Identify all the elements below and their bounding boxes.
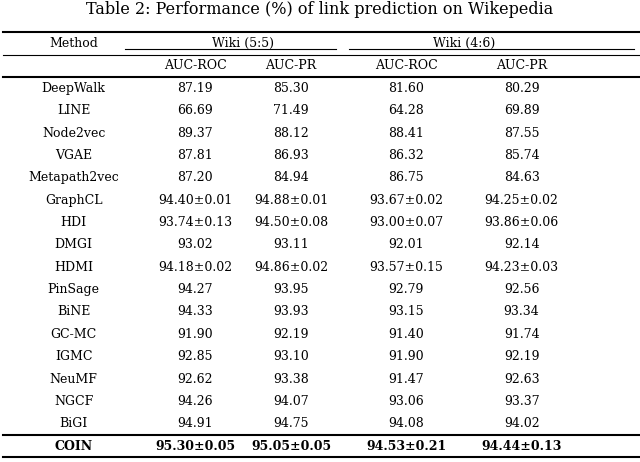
Text: 94.25±0.02: 94.25±0.02 [484,194,559,207]
Text: BiGI: BiGI [60,417,88,430]
Text: 95.05±0.05: 95.05±0.05 [251,440,332,453]
Text: 86.75: 86.75 [388,171,424,184]
Text: 88.12: 88.12 [273,127,309,140]
Text: AUC-ROC: AUC-ROC [164,60,227,73]
Text: 93.02: 93.02 [177,238,213,251]
Text: 93.10: 93.10 [273,350,309,363]
Text: 81.60: 81.60 [388,82,424,95]
Text: 93.06: 93.06 [388,395,424,408]
Text: 87.55: 87.55 [504,127,540,140]
Text: 86.93: 86.93 [273,149,309,162]
Text: 92.62: 92.62 [177,372,213,386]
Text: NGCF: NGCF [54,395,93,408]
Text: Metapath2vec: Metapath2vec [28,171,119,184]
Text: 94.23±0.03: 94.23±0.03 [484,261,559,274]
Text: 87.20: 87.20 [177,171,213,184]
Text: 94.26: 94.26 [177,395,213,408]
Text: 93.00±0.07: 93.00±0.07 [369,216,444,229]
Text: 87.81: 87.81 [177,149,213,162]
Text: 93.11: 93.11 [273,238,309,251]
Text: 93.57±0.15: 93.57±0.15 [369,261,444,274]
Text: 85.74: 85.74 [504,149,540,162]
Text: AUC-PR: AUC-PR [266,60,317,73]
Text: NeuMF: NeuMF [50,372,97,386]
Text: 93.37: 93.37 [504,395,540,408]
Text: 89.37: 89.37 [177,127,213,140]
Text: 93.34: 93.34 [504,305,540,318]
Text: 91.47: 91.47 [388,372,424,386]
Text: 94.75: 94.75 [273,417,309,430]
Text: 93.15: 93.15 [388,305,424,318]
Text: 91.40: 91.40 [388,328,424,341]
Text: 64.28: 64.28 [388,104,424,117]
Text: 94.18±0.02: 94.18±0.02 [158,261,232,274]
Text: 94.02: 94.02 [504,417,540,430]
Text: 94.07: 94.07 [273,395,309,408]
Text: 87.19: 87.19 [177,82,213,95]
Text: AUC-PR: AUC-PR [496,60,547,73]
Text: AUC-ROC: AUC-ROC [375,60,438,73]
Text: 93.93: 93.93 [273,305,309,318]
Text: 92.19: 92.19 [504,350,540,363]
Text: 92.01: 92.01 [388,238,424,251]
Text: 94.50±0.08: 94.50±0.08 [254,216,328,229]
Text: 94.44±0.13: 94.44±0.13 [481,440,562,453]
Text: 92.85: 92.85 [177,350,213,363]
Text: DeepWalk: DeepWalk [42,82,106,95]
Text: Wiki (4:6): Wiki (4:6) [433,37,495,50]
Text: IGMC: IGMC [55,350,92,363]
Text: GC-MC: GC-MC [51,328,97,341]
Text: PinSage: PinSage [47,283,100,296]
Text: 94.53±0.21: 94.53±0.21 [366,440,447,453]
Text: VGAE: VGAE [55,149,92,162]
Text: 92.56: 92.56 [504,283,540,296]
Text: 69.89: 69.89 [504,104,540,117]
Text: 95.30±0.05: 95.30±0.05 [155,440,236,453]
Text: 94.08: 94.08 [388,417,424,430]
Text: 71.49: 71.49 [273,104,309,117]
Text: HDI: HDI [61,216,86,229]
Text: 94.33: 94.33 [177,305,213,318]
Text: 66.69: 66.69 [177,104,213,117]
Text: 94.40±0.01: 94.40±0.01 [158,194,232,207]
Text: Wiki (5:5): Wiki (5:5) [212,37,274,50]
Text: Method: Method [49,37,98,50]
Text: 91.90: 91.90 [177,328,213,341]
Text: 94.88±0.01: 94.88±0.01 [254,194,328,207]
Text: 88.41: 88.41 [388,127,424,140]
Text: 86.32: 86.32 [388,149,424,162]
Text: 80.29: 80.29 [504,82,540,95]
Text: 92.14: 92.14 [504,238,540,251]
Text: HDMI: HDMI [54,261,93,274]
Text: 94.91: 94.91 [177,417,213,430]
Text: 94.27: 94.27 [177,283,213,296]
Text: 93.67±0.02: 93.67±0.02 [369,194,444,207]
Text: BiNE: BiNE [57,305,90,318]
Text: GraphCL: GraphCL [45,194,102,207]
Text: 91.90: 91.90 [388,350,424,363]
Text: COIN: COIN [54,440,93,453]
Text: 93.86±0.06: 93.86±0.06 [484,216,559,229]
Text: 84.63: 84.63 [504,171,540,184]
Text: 92.63: 92.63 [504,372,540,386]
Text: 93.95: 93.95 [273,283,309,296]
Text: 92.79: 92.79 [388,283,424,296]
Text: Node2vec: Node2vec [42,127,106,140]
Text: DMGI: DMGI [54,238,93,251]
Text: 92.19: 92.19 [273,328,309,341]
Text: 94.86±0.02: 94.86±0.02 [254,261,328,274]
Text: 93.38: 93.38 [273,372,309,386]
Text: 91.74: 91.74 [504,328,540,341]
Text: Table 2: Performance (%) of link prediction on Wikepedia: Table 2: Performance (%) of link predict… [86,1,554,18]
Text: LINE: LINE [57,104,90,117]
Text: 84.94: 84.94 [273,171,309,184]
Text: 85.30: 85.30 [273,82,309,95]
Text: 93.74±0.13: 93.74±0.13 [158,216,232,229]
